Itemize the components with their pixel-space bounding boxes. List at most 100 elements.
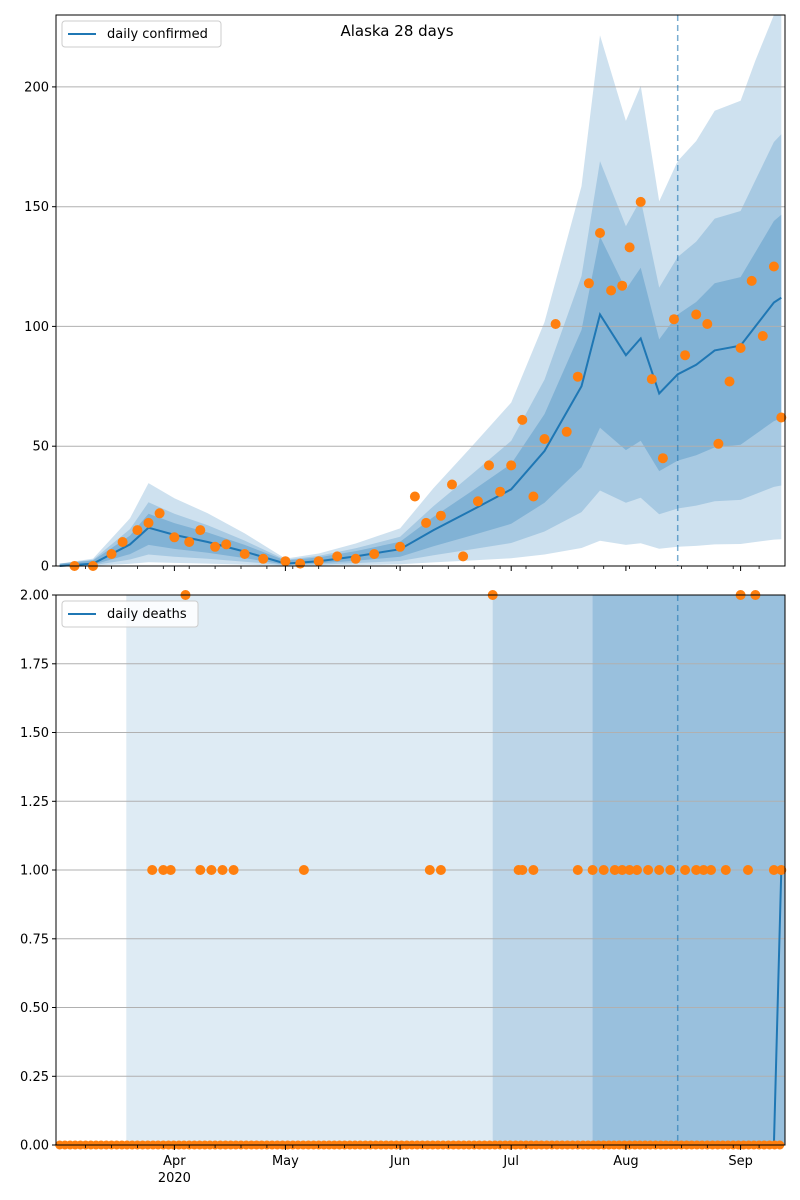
- observed-point: [195, 865, 206, 875]
- series-line: [59, 296, 782, 567]
- observed-point: [158, 865, 169, 875]
- observed-point: [210, 541, 221, 552]
- observed-point: [517, 865, 528, 875]
- observed-point: [550, 319, 561, 329]
- observed-point: [332, 551, 343, 562]
- observed-point: [280, 556, 291, 567]
- deaths-chart-panel: 0.00 0.25 0.50 0.75 1.00 1.25 1.50 1.75 2.00 Apr 2…: [20, 589, 787, 1186]
- observed-point: [506, 460, 517, 471]
- y-tick-label: 200: [24, 80, 49, 95]
- legend-box: [61, 600, 199, 628]
- observed-point: [624, 242, 635, 253]
- observed-point: [106, 549, 117, 559]
- confirmed-legend: daily confirmed: [61, 20, 222, 48]
- observed-point: [691, 865, 702, 875]
- confirmed-chart-panel: 0 50 100 150 200 daily confirmed Alaska 28 d…: [24, 14, 787, 575]
- y-tick-label: 1.50: [20, 726, 49, 741]
- y-tick-label: 150: [24, 200, 49, 215]
- observed-point: [517, 414, 528, 425]
- observed-point: [606, 285, 617, 296]
- observed-point: [617, 280, 628, 291]
- observed-point: [395, 541, 406, 552]
- observed-point: [572, 371, 583, 382]
- observed-point: [206, 865, 217, 875]
- observed-point: [632, 865, 642, 875]
- observed-point: [646, 374, 657, 385]
- deaths-legend: daily deaths: [61, 600, 199, 628]
- observed-point: [720, 865, 731, 875]
- observed-point: [369, 549, 380, 559]
- legend-label-deaths: daily deaths: [107, 607, 187, 622]
- y-tick-label: 1.75: [20, 657, 49, 672]
- observed-point: [768, 865, 779, 875]
- observed-point: [724, 376, 735, 387]
- observed-point: [595, 228, 605, 238]
- observed-point: [495, 486, 506, 497]
- observed-point: [221, 539, 232, 550]
- y-tick-label: 0.25: [20, 1070, 49, 1085]
- observed-point: [654, 865, 665, 875]
- observed-point: [635, 196, 646, 207]
- x-tick-label: Sep: [728, 1154, 753, 1169]
- observed-point: [228, 865, 239, 875]
- observed-point: [424, 865, 435, 875]
- observed-point: [776, 865, 787, 875]
- observed-point: [472, 496, 483, 507]
- uncertainty-band: [59, 214, 782, 567]
- observed-point: [458, 551, 469, 562]
- y-tick-label: 1.25: [20, 795, 49, 810]
- observed-point: [313, 556, 324, 567]
- y-tick-label: 0.50: [20, 1001, 49, 1016]
- observed-point: [643, 865, 654, 875]
- y-tick-label: 0: [41, 560, 49, 575]
- x-tick-label: Apr: [163, 1154, 186, 1169]
- chart-title: Alaska 28 days: [340, 22, 453, 40]
- legend-box: [61, 20, 222, 48]
- observed-point: [706, 865, 716, 875]
- uncertainty-band: [59, 134, 782, 567]
- observed-point: [698, 865, 709, 875]
- observed-point: [665, 865, 676, 875]
- observed-point: [147, 865, 158, 875]
- observed-point: [561, 426, 572, 437]
- observed-point: [691, 309, 702, 320]
- x-tick-label: Jun: [389, 1154, 410, 1169]
- observed-point: [657, 453, 668, 464]
- observed-point: [713, 438, 724, 449]
- y-tick-label: 0.75: [20, 932, 49, 947]
- plot-frame: [55, 14, 786, 567]
- y-tick-label: 0.00: [20, 1139, 49, 1154]
- observed-point: [735, 343, 746, 353]
- y-tick-label: 100: [24, 320, 49, 335]
- confirmed-uncertainty-bands: [59, 15, 782, 567]
- observed-point: [195, 525, 206, 536]
- observed-point: [746, 275, 757, 286]
- observed-point: [169, 532, 180, 543]
- observed-point: [239, 549, 250, 559]
- observed-point: [776, 412, 787, 423]
- observed-point: [768, 261, 779, 272]
- uncertainty-band: [59, 15, 782, 566]
- observed-point: [743, 865, 753, 875]
- observed-point: [165, 865, 176, 875]
- observed-point: [617, 865, 628, 875]
- y-tick-label: 50: [32, 440, 49, 455]
- observed-point: [598, 865, 609, 875]
- observed-point: [757, 331, 768, 341]
- observed-point: [572, 865, 583, 875]
- legend-label-confirmed: daily confirmed: [107, 27, 208, 42]
- observed-point: [217, 865, 228, 875]
- observed-point: [669, 314, 679, 325]
- x-tick-year-label: 2020: [158, 1171, 191, 1186]
- observed-point: [539, 434, 550, 444]
- observed-point: [583, 278, 594, 289]
- observed-point: [435, 865, 446, 875]
- confirmed-axes: 0 50 100 150 200: [24, 14, 786, 575]
- observed-point: [680, 865, 691, 875]
- deaths-axes: 0.00 0.25 0.50 0.75 1.00 1.25 1.50 1.75 2.00 Apr 2…: [20, 589, 786, 1186]
- observed-point: [702, 319, 713, 329]
- observed-point: [484, 460, 494, 471]
- observed-point: [258, 553, 269, 564]
- observed-point: [295, 558, 306, 569]
